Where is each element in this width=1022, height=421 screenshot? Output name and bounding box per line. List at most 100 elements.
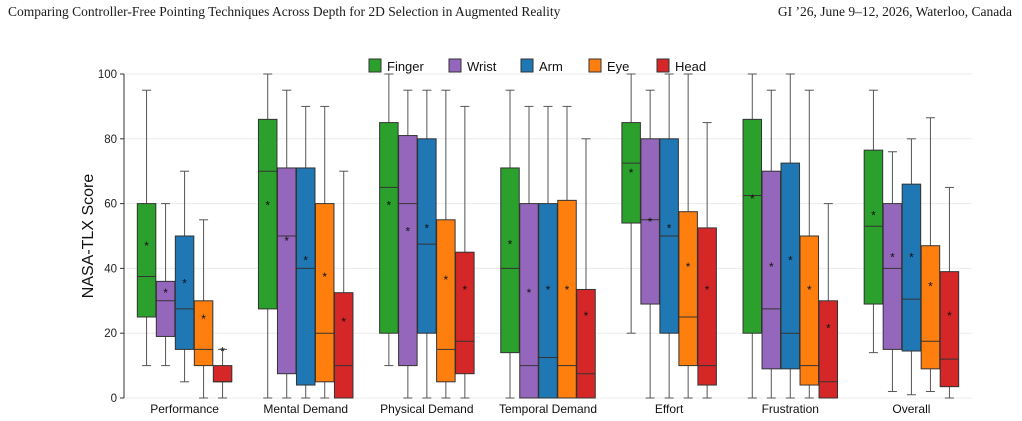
legend-item-arm: Arm bbox=[520, 58, 563, 74]
x-tick-label: Effort bbox=[655, 402, 684, 416]
box-finger: * bbox=[742, 73, 763, 399]
box-arm: * bbox=[538, 105, 558, 399]
x-tick-label: Frustration bbox=[762, 402, 819, 416]
box-finger: * bbox=[379, 73, 399, 367]
box-iqr bbox=[257, 118, 278, 310]
legend-swatch bbox=[656, 58, 670, 73]
box-iqr bbox=[193, 300, 214, 367]
y-tick-label: 60 bbox=[104, 199, 117, 211]
box-iqr bbox=[379, 122, 399, 334]
x-tick-label: Overall bbox=[892, 402, 930, 416]
box-finger: * bbox=[500, 89, 520, 399]
box-iqr bbox=[500, 167, 520, 354]
box-iqr bbox=[455, 251, 475, 375]
box-wrist: * bbox=[882, 151, 903, 393]
box-iqr bbox=[333, 292, 354, 399]
x-tick-label: Mental Demand bbox=[263, 402, 348, 416]
box-eye: * bbox=[799, 89, 820, 399]
mean-marker: * bbox=[303, 254, 308, 268]
box-head: * bbox=[333, 170, 354, 399]
legend-item-wrist: Wrist bbox=[448, 58, 497, 74]
box-iqr bbox=[295, 167, 316, 386]
legend-label: Head bbox=[675, 59, 706, 74]
mean-marker: * bbox=[322, 270, 327, 284]
legend-swatch bbox=[448, 58, 462, 73]
legend-item-eye: Eye bbox=[588, 58, 629, 74]
mean-marker: * bbox=[565, 283, 570, 297]
box-head: * bbox=[576, 138, 596, 399]
y-tick-label: 20 bbox=[104, 328, 117, 340]
box-head: * bbox=[455, 105, 475, 399]
boxes: * * * * * * * * * * * * * * * * * * * * * * * * * * * * * * * * * * * bbox=[136, 73, 960, 399]
box-iqr bbox=[576, 288, 596, 399]
mean-marker: * bbox=[341, 315, 346, 329]
box-iqr bbox=[398, 135, 418, 367]
box-wrist: * bbox=[398, 89, 418, 399]
box-head: * bbox=[818, 203, 839, 399]
box-finger: * bbox=[257, 73, 278, 399]
mean-marker: * bbox=[705, 283, 710, 297]
legend-label: Wrist bbox=[467, 59, 497, 74]
box-wrist: * bbox=[519, 105, 539, 399]
box-wrist: * bbox=[761, 89, 782, 399]
legend-item-finger: Finger bbox=[368, 58, 425, 74]
mean-marker: * bbox=[444, 273, 449, 287]
mean-marker: * bbox=[629, 166, 634, 180]
box-iqr bbox=[678, 211, 698, 367]
box-arm: * bbox=[659, 73, 679, 399]
legend: Finger Wrist Arm Eye Head bbox=[368, 58, 706, 74]
y-tick-label: 0 bbox=[111, 393, 117, 405]
mean-marker: * bbox=[284, 234, 289, 248]
mean-marker: * bbox=[508, 237, 513, 251]
axes: 0 20 40 60 80 100 Performance Mental Demand Phys… bbox=[98, 69, 931, 416]
mean-marker: * bbox=[182, 276, 187, 290]
box-iqr bbox=[276, 167, 297, 375]
x-tick-label: Performance bbox=[150, 402, 219, 416]
mean-marker: * bbox=[584, 309, 589, 323]
box-iqr bbox=[901, 183, 922, 352]
box-iqr bbox=[742, 118, 763, 334]
box-iqr bbox=[799, 235, 820, 386]
running-header-title: Comparing Controller-Free Pointing Techn… bbox=[8, 4, 561, 19]
box-head: * bbox=[212, 344, 233, 399]
box-eye: * bbox=[557, 105, 577, 399]
mean-marker: * bbox=[144, 239, 149, 253]
mean-marker: * bbox=[826, 322, 831, 336]
mean-marker: * bbox=[201, 312, 206, 326]
box-iqr bbox=[939, 271, 960, 388]
box-iqr bbox=[417, 138, 437, 334]
box-wrist: * bbox=[155, 203, 176, 367]
box-iqr bbox=[212, 365, 233, 383]
legend-swatch bbox=[520, 58, 534, 73]
box-iqr bbox=[818, 300, 839, 399]
mean-marker: * bbox=[769, 260, 774, 274]
mean-marker: * bbox=[425, 221, 430, 235]
mean-marker: * bbox=[406, 225, 411, 239]
box-iqr bbox=[882, 203, 903, 350]
box-wrist: * bbox=[640, 89, 660, 399]
mean-marker: * bbox=[163, 286, 168, 300]
box-iqr bbox=[863, 149, 884, 305]
box-arm: * bbox=[295, 105, 316, 399]
box-arm: * bbox=[417, 89, 437, 399]
mean-marker: * bbox=[909, 250, 914, 264]
legend-label: Arm bbox=[539, 59, 563, 74]
mean-marker: * bbox=[220, 344, 225, 358]
mean-marker: * bbox=[527, 286, 532, 300]
legend-label: Finger bbox=[387, 59, 425, 74]
box-iqr bbox=[174, 235, 195, 350]
mean-marker: * bbox=[265, 199, 270, 213]
mean-marker: * bbox=[788, 254, 793, 268]
box-eye: * bbox=[193, 219, 214, 399]
box-finger: * bbox=[621, 73, 641, 334]
y-tick-label: 80 bbox=[104, 134, 117, 146]
box-arm: * bbox=[780, 73, 801, 399]
box-eye: * bbox=[678, 73, 698, 399]
legend-swatch bbox=[588, 58, 602, 73]
box-arm: * bbox=[174, 170, 195, 383]
box-eye: * bbox=[314, 105, 335, 399]
y-axis-label: NASA-TLX Score bbox=[80, 174, 97, 299]
mean-marker: * bbox=[871, 208, 876, 222]
x-tick-label: Physical Demand bbox=[380, 402, 473, 416]
mean-marker: * bbox=[546, 283, 551, 297]
